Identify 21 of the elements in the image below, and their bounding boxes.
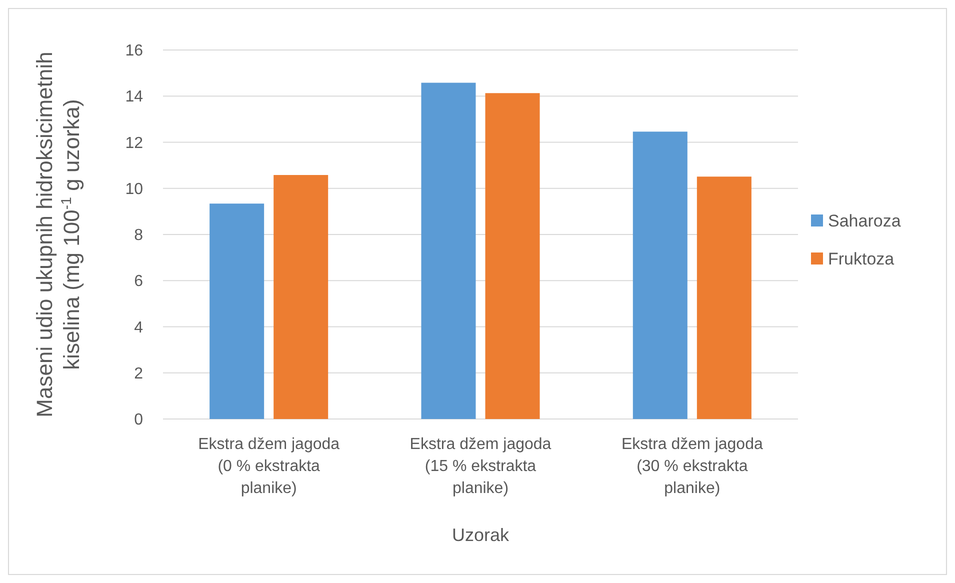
x-tick-label: Ekstra džem jagoda (15 % ekstrakta planike): [410, 436, 552, 497]
y-tick-label: 16: [125, 42, 144, 60]
y-tick-label: 0: [134, 412, 144, 429]
bar: [696, 176, 752, 419]
y-tick-label: 10: [125, 180, 144, 198]
legend-label: Fruktoza: [828, 249, 895, 268]
y-tick-label: 14: [125, 88, 144, 106]
bar: [421, 82, 476, 419]
bar: [210, 204, 264, 419]
bar: [485, 93, 540, 419]
y-tick-label: 4: [134, 319, 144, 336]
x-axis-title: Uzorak: [452, 525, 510, 545]
x-tick-label: Ekstra džem jagoda (30 % ekstrakta planike): [621, 436, 763, 497]
bar: [274, 175, 328, 419]
y-tick-label: 12: [125, 134, 144, 152]
legend-label: Saharoza: [828, 211, 902, 230]
y-tick-label: 6: [134, 273, 144, 290]
bar: [632, 132, 688, 419]
y-tick-label: 8: [134, 227, 144, 244]
x-tick-label: Ekstra džem jagoda (0 % ekstrakta planike): [198, 436, 340, 497]
y-tick-label: 2: [134, 365, 144, 382]
